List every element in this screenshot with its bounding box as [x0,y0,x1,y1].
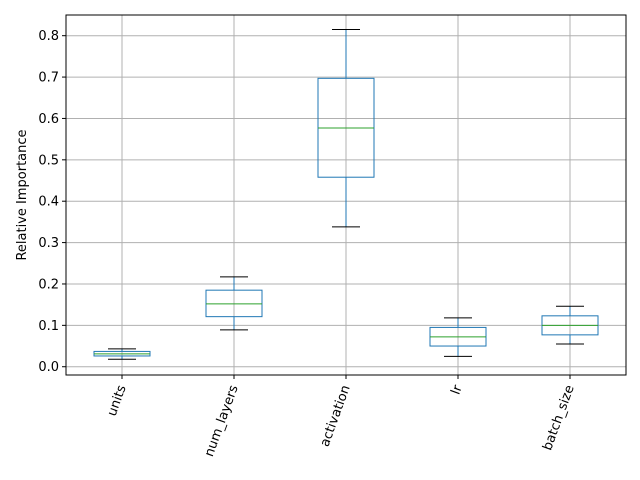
y-tick-label: 0.3 [38,236,59,251]
y-axis-label: Relative Importance [15,129,30,260]
y-tick-label: 0.1 [38,319,59,334]
y-tick-label: 0.4 [38,195,59,210]
box-num-layers [205,276,263,331]
box-activation [317,28,375,228]
y-tick-label: 0.5 [38,153,59,168]
boxes [93,28,599,360]
y-tick-label: 0.6 [38,112,59,127]
y-tick-label: 0.8 [38,29,59,44]
box-batch-size [541,305,599,345]
y-tick-label: 0.2 [38,277,59,292]
box-units [93,348,151,360]
y-ticks: 0.0 0.1 0.2 0.3 0.4 0.5 0.6 0.7 0.8 [38,29,66,375]
box-lr [429,317,487,357]
y-tick-label: 0.0 [38,360,59,375]
y-tick-label: 0.7 [38,71,59,86]
